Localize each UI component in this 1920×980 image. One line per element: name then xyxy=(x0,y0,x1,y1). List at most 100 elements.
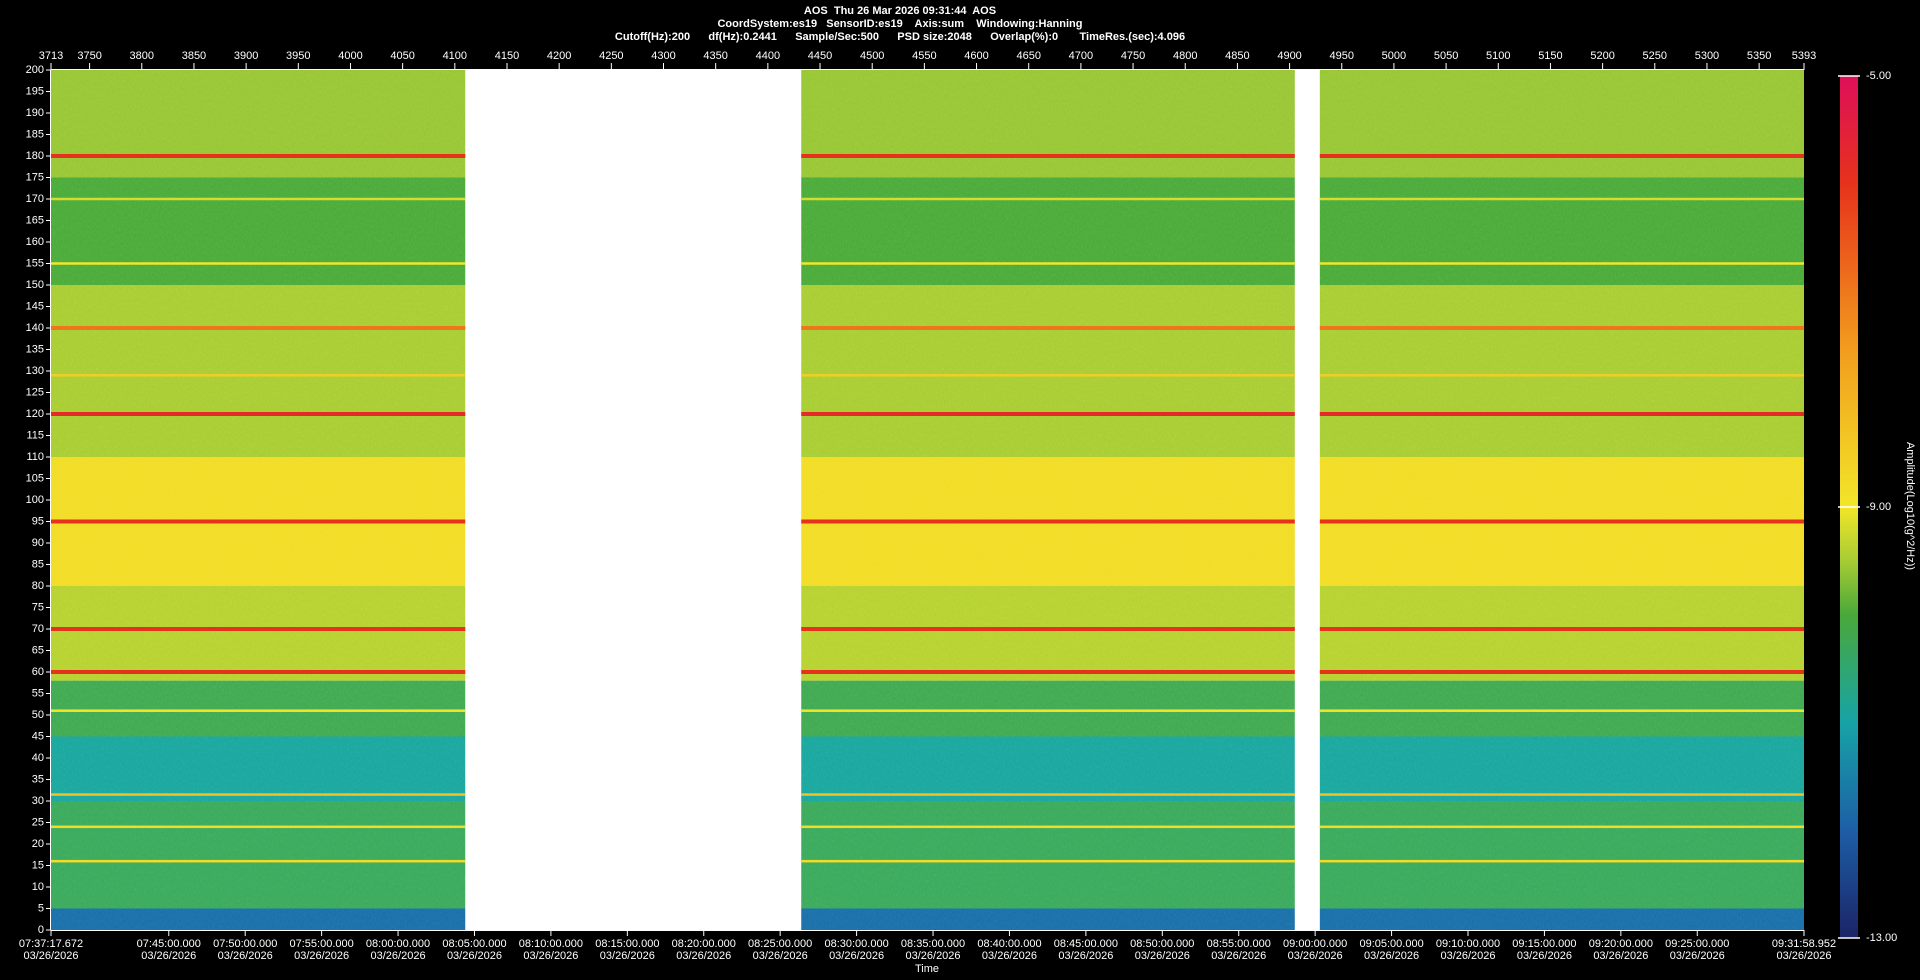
x2-tick-label: 09:15:00.000 xyxy=(1512,938,1576,950)
x2-tick-date: 03/26/2026 xyxy=(1364,950,1419,962)
tonal-line xyxy=(51,627,466,631)
tonal-line xyxy=(801,859,1295,863)
chart-title: AOS Thu 26 Mar 2026 09:31:44 AOS xyxy=(804,5,996,17)
x2-tick-date: 03/26/2026 xyxy=(676,950,731,962)
x2-tick-label: 08:00:00.000 xyxy=(366,938,430,950)
tonal-line xyxy=(801,709,1295,712)
tonal-line xyxy=(801,793,1295,796)
y-tick-label: 100 xyxy=(26,494,44,506)
tonal-line xyxy=(51,262,466,265)
x2-tick-date: 03/26/2026 xyxy=(1440,950,1495,962)
x-tick-label: 3850 xyxy=(182,50,206,62)
x-tick-label: 4550 xyxy=(912,50,936,62)
y-tick-label: 175 xyxy=(26,171,44,183)
noise-texture xyxy=(801,70,1295,930)
noise-texture xyxy=(51,70,466,930)
tonal-line xyxy=(801,374,1295,377)
x2-tick-date: 03/26/2026 xyxy=(1288,950,1343,962)
tonal-line xyxy=(801,262,1295,265)
x-tick-label: 4800 xyxy=(1173,50,1197,62)
x2-tick-date: 03/26/2026 xyxy=(982,950,1037,962)
tonal-line xyxy=(1319,627,1804,631)
x2-tick-date: 03/26/2026 xyxy=(1776,950,1831,962)
chart-subtitle: Cutoff(Hz):200 df(Hz):0.2441 Sample/Sec:… xyxy=(615,31,1185,43)
x-tick-label: 3900 xyxy=(234,50,258,62)
y-tick-label: 60 xyxy=(32,666,44,678)
x-tick-label: 3950 xyxy=(286,50,310,62)
y-tick-label: 10 xyxy=(32,881,44,893)
x2-tick-date: 03/26/2026 xyxy=(753,950,808,962)
x2-tick-date: 03/26/2026 xyxy=(23,950,78,962)
x2-tick-date: 03/26/2026 xyxy=(1593,950,1648,962)
tonal-line xyxy=(801,627,1295,631)
tonal-line xyxy=(51,412,466,416)
x2-tick-date: 03/26/2026 xyxy=(371,950,426,962)
x2-tick-label: 08:10:00.000 xyxy=(519,938,583,950)
y-tick-label: 195 xyxy=(26,85,44,97)
y-tick-label: 55 xyxy=(32,687,44,699)
x2-tick-label: 08:50:00.000 xyxy=(1130,938,1194,950)
x-tick-label: 3750 xyxy=(77,50,101,62)
y-tick-label: 75 xyxy=(32,601,44,613)
x2-tick-label: 08:45:00.000 xyxy=(1054,938,1118,950)
tonal-line xyxy=(801,326,1295,330)
x-tick-label: 4600 xyxy=(964,50,988,62)
y-tick-label: 70 xyxy=(32,623,44,635)
y-tick-label: 190 xyxy=(26,107,44,119)
tonal-line xyxy=(1319,859,1804,863)
tonal-line xyxy=(51,326,466,330)
colorbar-tick-label: -9.00 xyxy=(1866,501,1891,513)
y-tick-label: 40 xyxy=(32,752,44,764)
x2-tick-label: 08:20:00.000 xyxy=(672,938,736,950)
y-tick-label: 185 xyxy=(26,128,44,140)
y-tick-label: 50 xyxy=(32,709,44,721)
x2-tick-label: 09:05:00.000 xyxy=(1359,938,1423,950)
x2-tick-date: 03/26/2026 xyxy=(523,950,578,962)
y-tick-label: 135 xyxy=(26,343,44,355)
tonal-line xyxy=(801,154,1295,158)
colorbar-label: Amplitude(Log10(g^2/Hz)) xyxy=(1904,442,1916,570)
x-tick-label: 4200 xyxy=(547,50,571,62)
tonal-line xyxy=(1319,262,1804,265)
y-tick-label: 0 xyxy=(38,924,44,936)
tonal-line xyxy=(51,519,466,524)
tonal-line xyxy=(1319,154,1804,158)
tonal-line xyxy=(51,793,466,796)
tonal-line xyxy=(801,412,1295,416)
y-tick-label: 95 xyxy=(32,515,44,527)
y-tick-label: 90 xyxy=(32,537,44,549)
y-tick-label: 20 xyxy=(32,838,44,850)
y-tick-label: 105 xyxy=(26,472,44,484)
y-tick-label: 140 xyxy=(26,322,44,334)
y-tick-label: 110 xyxy=(26,451,44,463)
tonal-line xyxy=(1319,709,1804,712)
x2-tick-label: 08:40:00.000 xyxy=(977,938,1041,950)
x-tick-label: 4350 xyxy=(703,50,727,62)
x-tick-label: 5000 xyxy=(1382,50,1406,62)
x2-tick-date: 03/26/2026 xyxy=(1211,950,1266,962)
x-tick-label: 4400 xyxy=(756,50,780,62)
y-tick-label: 5 xyxy=(38,902,44,914)
tonal-line xyxy=(51,709,466,712)
tonal-line xyxy=(801,197,1295,201)
x2-tick-label: 07:37:17.672 xyxy=(19,938,83,950)
x-tick-label: 4900 xyxy=(1277,50,1301,62)
tonal-line xyxy=(801,519,1295,524)
x-tick-label: 5050 xyxy=(1434,50,1458,62)
x2-tick-label: 09:20:00.000 xyxy=(1589,938,1653,950)
y-tick-label: 130 xyxy=(26,365,44,377)
x-tick-label: 5250 xyxy=(1643,50,1667,62)
y-tick-label: 180 xyxy=(26,150,44,162)
colorbar-tick-label: -5.00 xyxy=(1866,70,1891,82)
x-tick-label: 4950 xyxy=(1330,50,1354,62)
x-tick-label: 4150 xyxy=(495,50,519,62)
y-tick-label: 115 xyxy=(26,429,44,441)
y-tick-label: 150 xyxy=(26,279,44,291)
x2-tick-date: 03/26/2026 xyxy=(218,950,273,962)
x2-tick-label: 08:55:00.000 xyxy=(1207,938,1271,950)
x2-tick-label: 08:15:00.000 xyxy=(595,938,659,950)
tonal-line xyxy=(1319,197,1804,201)
x2-tick-label: 08:05:00.000 xyxy=(442,938,506,950)
chart-subtitle: CoordSystem:es19 SensorID:es19 Axis:sum … xyxy=(717,18,1082,30)
